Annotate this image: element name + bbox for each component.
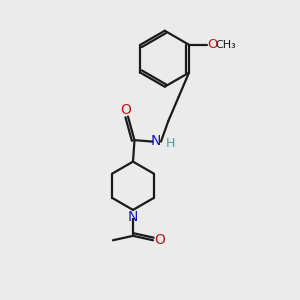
Text: N: N xyxy=(151,134,161,148)
Text: O: O xyxy=(155,233,166,247)
Text: N: N xyxy=(128,210,138,224)
Text: H: H xyxy=(166,137,175,151)
Text: CH₃: CH₃ xyxy=(215,40,236,50)
Text: O: O xyxy=(120,103,131,116)
Text: O: O xyxy=(207,38,218,51)
